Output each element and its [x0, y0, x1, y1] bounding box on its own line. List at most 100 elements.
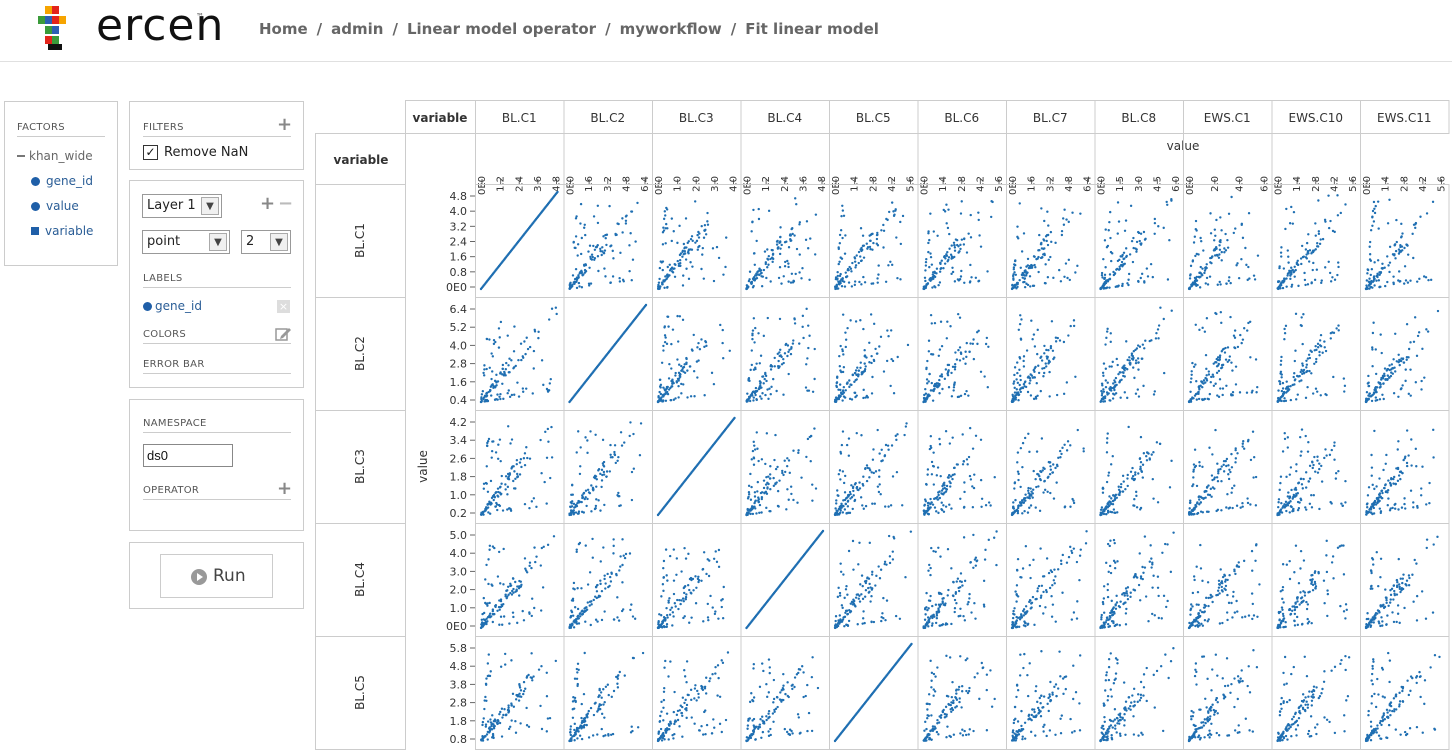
scatter-point: [1251, 389, 1254, 392]
scatter-point: [508, 357, 511, 360]
scatter-points: [568, 537, 637, 630]
scatter-point: [896, 276, 899, 280]
add-operator-plus-icon[interactable]: +: [277, 478, 293, 499]
scatter-point: [769, 392, 772, 396]
scatter-point: [774, 433, 777, 437]
scatter-point: [801, 314, 805, 318]
scatter-point: [1247, 212, 1251, 215]
scatter-point: [554, 306, 558, 309]
scatter-point: [1329, 219, 1332, 223]
scatter-point: [1304, 486, 1308, 489]
y-tick-label: 3.2: [450, 220, 468, 233]
scatter-point: [662, 226, 665, 229]
scatter-point: [547, 440, 550, 443]
scatter-point: [1037, 485, 1040, 488]
scatter-point: [1386, 489, 1390, 492]
scatter-point: [1301, 487, 1304, 490]
scatter-point: [1416, 506, 1419, 509]
scatter-point: [1105, 512, 1108, 516]
scatter-point: [1332, 375, 1335, 379]
scatter-point: [1156, 328, 1160, 331]
factor-item-gene-id[interactable]: gene_id: [31, 174, 93, 188]
scatter-point: [1102, 509, 1106, 512]
scatter-point: [770, 248, 773, 252]
scatter-point: [972, 357, 976, 361]
scatter-point: [499, 397, 502, 401]
scatter-point: [1298, 501, 1301, 504]
add-filter-plus-icon[interactable]: +: [277, 114, 293, 135]
tercen-logo[interactable]: ercen ™: [38, 0, 223, 58]
scatter-point: [512, 479, 515, 483]
scatter-point: [602, 251, 606, 255]
scatter-point: [662, 344, 665, 348]
scatter-point: [1121, 253, 1124, 257]
run-button[interactable]: Run: [160, 554, 273, 598]
factor-item-value[interactable]: value: [31, 199, 79, 213]
scatter-point: [927, 232, 930, 235]
breadcrumb-workflow[interactable]: myworkflow: [619, 20, 722, 38]
size-select[interactable]: 2 ▼: [241, 230, 291, 254]
namespace-input[interactable]: [143, 444, 233, 467]
scatter-point: [1368, 287, 1371, 290]
add-layer-plus-icon[interactable]: +: [260, 193, 276, 214]
label-item-gene-id[interactable]: gene_id: [143, 299, 202, 313]
scatter-point: [840, 257, 844, 260]
scatter-point: [936, 498, 940, 501]
scatter-matrix-plot[interactable]: variablevariablevaluevalueBL.C10E01.22.4…: [315, 100, 1452, 756]
scatter-point: [947, 258, 950, 262]
scatter-point: [1114, 392, 1118, 395]
remove-nan-checkbox[interactable]: ✓: [143, 145, 158, 160]
row-header-label: BL.C3: [353, 449, 367, 484]
geom-select[interactable]: point ▼: [142, 230, 230, 254]
scatter-point: [504, 488, 507, 491]
breadcrumb-admin[interactable]: admin: [331, 20, 384, 38]
scatter-point: [795, 203, 798, 206]
scatter-point: [1305, 508, 1308, 511]
scatter-point: [1393, 503, 1396, 507]
layer-select[interactable]: Layer 1 ▼: [142, 194, 222, 218]
breadcrumb-project[interactable]: Linear model operator: [406, 20, 597, 38]
scatter-point: [1298, 374, 1301, 378]
scatter-point: [1371, 224, 1374, 227]
factor-group-khan-wide[interactable]: khan_wide: [17, 149, 93, 163]
scatter-point: [1300, 262, 1303, 266]
scatter-point: [1281, 506, 1284, 509]
scatter-point: [1026, 376, 1030, 379]
scatter-point: [1045, 348, 1048, 352]
scatter-point: [1125, 340, 1128, 343]
breadcrumb-home[interactable]: Home: [259, 20, 308, 38]
scatter-point: [1378, 477, 1381, 480]
scatter-point: [1234, 461, 1237, 464]
y-tick-label: 6.4: [450, 303, 468, 316]
scatter-point: [1112, 499, 1115, 503]
scatter-point: [1378, 492, 1382, 495]
scatter-point: [785, 464, 789, 468]
breadcrumb-step[interactable]: Fit linear model: [745, 20, 879, 38]
scatter-point: [1027, 486, 1030, 490]
scatter-point: [1204, 496, 1207, 499]
scatter-point: [1037, 371, 1041, 375]
scatter-point: [977, 329, 980, 332]
scatter-point: [749, 281, 753, 284]
scatter-point: [853, 260, 857, 263]
scatter-point: [1281, 392, 1285, 396]
scatter-point: [491, 355, 495, 358]
scatter-point: [787, 280, 790, 283]
scatter-point: [955, 238, 959, 242]
scatter-point: [1110, 259, 1113, 263]
scatter-point: [785, 240, 788, 243]
scatter-point: [666, 392, 670, 396]
scatter-point: [586, 439, 589, 442]
scatter-point: [1036, 394, 1039, 397]
factor-item-variable[interactable]: variable: [31, 224, 93, 238]
scatter-point: [1331, 276, 1334, 279]
scatter-point: [490, 456, 493, 459]
edit-pencil-icon[interactable]: [275, 326, 291, 342]
remove-label-close-icon[interactable]: ×: [277, 300, 290, 313]
remove-layer-minus-icon[interactable]: −: [278, 193, 294, 214]
scatter-point: [487, 582, 490, 586]
scatter-point: [1397, 474, 1401, 477]
scatter-point: [862, 507, 865, 510]
scatter-point: [1404, 507, 1407, 510]
scatter-point: [516, 585, 519, 588]
